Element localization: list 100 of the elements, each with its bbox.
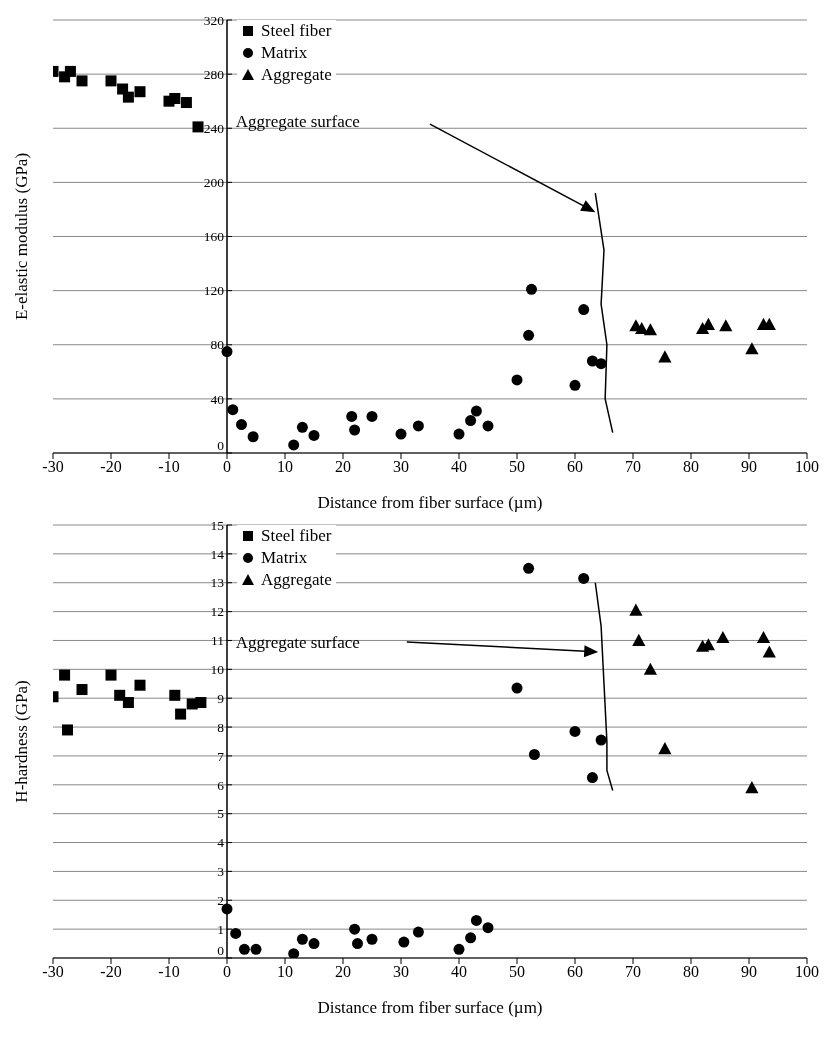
legend-label: Steel fiber	[261, 20, 332, 42]
y-tick-label: 13	[210, 575, 225, 591]
x-tick-label: 60	[567, 458, 583, 476]
point	[511, 374, 523, 386]
point	[745, 781, 759, 794]
point	[395, 428, 407, 440]
y-tick-label: 200	[203, 175, 225, 191]
point	[247, 431, 259, 443]
y-axis-title: E-elastic modulus (GPa)	[12, 152, 32, 321]
x-tick-label: 40	[451, 963, 467, 981]
point	[134, 679, 146, 691]
point	[180, 97, 192, 109]
x-tick-label: -10	[158, 458, 180, 476]
point	[76, 75, 88, 87]
point	[366, 933, 378, 945]
point	[745, 342, 759, 355]
point	[716, 630, 730, 644]
x-tick-label: 100	[795, 458, 819, 476]
x-axis-title: Distance from fiber surface (µm)	[317, 493, 543, 512]
x-tick-label: 50	[509, 963, 525, 981]
point	[59, 669, 71, 681]
point	[105, 75, 117, 87]
point	[169, 92, 181, 104]
x-tick-label: 30	[393, 458, 409, 476]
point	[756, 630, 771, 644]
point	[523, 329, 535, 341]
y-tick-label: 11	[211, 633, 224, 649]
point	[453, 428, 465, 440]
y-tick-label: 4	[217, 835, 225, 851]
point	[412, 420, 424, 432]
y-tick-label: 280	[203, 66, 225, 82]
y-tick-label: 320	[203, 12, 225, 28]
point	[308, 429, 320, 441]
x-tick-label: -30	[42, 963, 64, 981]
point	[195, 697, 207, 709]
legend-label: Steel fiber	[261, 525, 332, 547]
point	[578, 572, 590, 584]
point	[595, 734, 607, 746]
y-tick-label: 160	[203, 229, 225, 245]
x-tick-label: 10	[277, 458, 293, 476]
point	[288, 439, 300, 451]
x-tick-label: -20	[100, 458, 122, 476]
point	[658, 742, 672, 755]
y-tick-label: 80	[210, 337, 225, 353]
point	[352, 938, 363, 950]
y-tick-label: 15	[210, 517, 225, 533]
point	[169, 689, 181, 701]
point	[308, 938, 320, 950]
x-tick-label: 50	[509, 458, 525, 476]
point	[482, 420, 494, 432]
y-tick-label: 8	[217, 719, 225, 735]
legend-label: Aggregate	[261, 569, 332, 591]
point	[227, 404, 239, 416]
point	[236, 419, 247, 431]
point	[64, 65, 76, 77]
point	[296, 933, 308, 945]
y-tick-label: 2	[217, 892, 224, 908]
point	[453, 943, 465, 955]
y-tick-label: 0	[217, 437, 225, 453]
point	[398, 936, 410, 948]
y-tick-label: 1	[217, 921, 224, 937]
y-tick-label: 9	[217, 690, 225, 706]
y-tick-label: 40	[210, 391, 225, 407]
y-tick-label: 6	[217, 777, 225, 793]
legend-label: Aggregate	[261, 64, 332, 86]
x-tick-label: -30	[42, 458, 64, 476]
y-tick-label: 0	[217, 942, 225, 958]
x-tick-label: 20	[335, 963, 351, 981]
y-axis-title: H-hardness (GPa)	[12, 680, 32, 803]
point	[643, 662, 657, 675]
x-tick-label: 20	[335, 458, 351, 476]
point	[762, 645, 776, 658]
point	[412, 926, 424, 938]
y-tick-label: 3	[217, 864, 225, 880]
x-tick-label: -20	[100, 963, 122, 981]
x-tick-label: 70	[625, 963, 641, 981]
point	[288, 948, 300, 958]
x-tick-label: 80	[683, 963, 699, 981]
x-tick-label: 100	[795, 963, 819, 981]
point	[349, 923, 361, 935]
point	[134, 86, 146, 98]
point	[632, 633, 646, 646]
point	[523, 562, 535, 574]
y-tick-label: 5	[217, 806, 225, 822]
y-tick-label: 10	[210, 662, 225, 678]
y-tick-label: 12	[210, 604, 224, 620]
point	[595, 358, 607, 370]
point	[569, 725, 581, 737]
point	[569, 379, 581, 391]
x-tick-label: -10	[158, 963, 180, 981]
y-tick-label: 14	[210, 546, 225, 562]
x-tick-label: 80	[683, 458, 699, 476]
x-tick-label: 90	[741, 458, 757, 476]
point	[526, 283, 537, 295]
y-tick-label: 7	[217, 748, 225, 764]
point	[122, 91, 134, 103]
point	[105, 669, 117, 681]
point	[719, 319, 733, 332]
point	[658, 350, 672, 363]
y-tick-label: 120	[203, 283, 225, 299]
